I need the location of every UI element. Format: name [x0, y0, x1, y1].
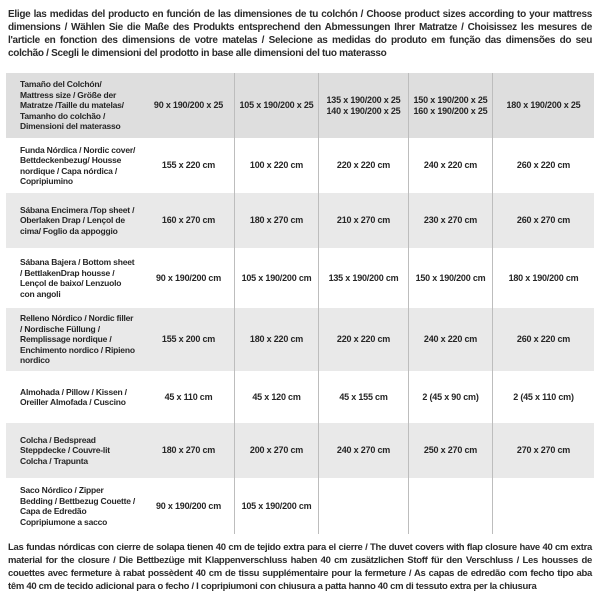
table-row-nordic-cover: Funda Nórdica / Nordic cover/ Bettdecken… [6, 138, 594, 193]
size-value: 180 x 270 cm [234, 193, 318, 248]
size-value: 150 x 190/200 cm [408, 248, 492, 308]
table-header-row: Tamaño del Colchón/ Mattress size / Größ… [6, 73, 594, 138]
table-row-bedspread: Colcha / Bedspread Steppdecke / Couvre-l… [6, 423, 594, 478]
row-label: Sábana Bajera / Bottom sheet / Bettlaken… [20, 257, 135, 299]
size-value: 220 x 220 cm [318, 308, 408, 371]
row-label: Saco Nórdico / Zipper Bedding / Bettbezu… [20, 485, 136, 527]
header-size-col-1: 105 x 190/200 x 25 [234, 73, 318, 138]
size-value: 240 x 220 cm [408, 308, 492, 371]
row-label: Sábana Encimera /Top sheet / Oberlaken D… [20, 204, 135, 236]
header-size-col-4: 180 x 190/200 x 25 [492, 73, 594, 138]
size-value: 180 x 190/200 cm [492, 248, 594, 308]
row-label: Almohada / Pillow / Kissen / Oreiller Al… [20, 386, 127, 408]
size-value: 180 x 220 cm [234, 308, 318, 371]
size-value: 220 x 220 cm [318, 138, 408, 193]
row-label: Relleno Nórdico / Nordic filler / Nordis… [20, 313, 135, 366]
size-value: 270 x 270 cm [492, 423, 594, 478]
size-value: 260 x 220 cm [492, 308, 594, 371]
size-value [408, 478, 492, 534]
size-value: 45 x 110 cm [164, 391, 213, 402]
size-value: 90 x 190/200 cm [155, 500, 222, 511]
table-row-nordic-filler: Relleno Nórdico / Nordic filler / Nordis… [6, 308, 594, 371]
size-value: 250 x 270 cm [408, 423, 492, 478]
size-value: 2 (45 x 90 cm) [408, 371, 492, 423]
size-value: 160 x 270 cm [161, 215, 216, 225]
header-size-col-3: 150 x 190/200 x 25 160 x 190/200 x 25 [408, 73, 492, 138]
size-value: 240 x 220 cm [408, 138, 492, 193]
size-value: 155 x 220 cm [161, 160, 216, 170]
size-value: 100 x 220 cm [234, 138, 318, 193]
size-value: 200 x 270 cm [234, 423, 318, 478]
size-value: 105 x 190/200 cm [234, 478, 318, 534]
table-row-zipper-bedding: Saco Nórdico / Zipper Bedding / Bettbezu… [6, 478, 594, 534]
table-row-pillow: Almohada / Pillow / Kissen / Oreiller Al… [6, 371, 594, 423]
size-value: 180 x 270 cm [161, 445, 216, 455]
size-value: 260 x 220 cm [492, 138, 594, 193]
size-value: 90 x 190/200 cm [155, 272, 222, 283]
intro-text: Elige las medidas del producto en funció… [8, 9, 592, 59]
row-label: Funda Nórdica / Nordic cover/ Bettdecken… [20, 144, 136, 187]
footnote-text: Las fundas nórdicas con cierre de solapa… [8, 542, 592, 592]
size-value: 45 x 120 cm [234, 371, 318, 423]
size-value: 230 x 270 cm [408, 193, 492, 248]
size-value: 45 x 155 cm [318, 371, 408, 423]
size-value [318, 478, 408, 534]
size-value: 155 x 200 cm [161, 334, 216, 344]
header-size-col-0: 90 x 190/200 x 25 [153, 100, 224, 110]
size-value: 210 x 270 cm [318, 193, 408, 248]
table-row-bottom-sheet: Sábana Bajera / Bottom sheet / Bettlaken… [6, 248, 594, 308]
size-table: Tamaño del Colchón/ Mattress size / Größ… [6, 73, 594, 534]
size-value: 240 x 270 cm [318, 423, 408, 478]
size-value: 105 x 190/200 cm [234, 248, 318, 308]
size-value: 260 x 270 cm [492, 193, 594, 248]
size-value [492, 478, 594, 534]
header-mattress-size-label: Tamaño del Colchón/ Mattress size / Größ… [20, 79, 124, 132]
table-row-top-sheet: Sábana Encimera /Top sheet / Oberlaken D… [6, 193, 594, 248]
size-value: 2 (45 x 110 cm) [492, 371, 594, 423]
header-size-col-2: 135 x 190/200 x 25 140 x 190/200 x 25 [318, 73, 408, 138]
row-label: Colcha / Bedspread Steppdecke / Couvre-l… [20, 434, 110, 466]
size-value: 135 x 190/200 cm [318, 248, 408, 308]
